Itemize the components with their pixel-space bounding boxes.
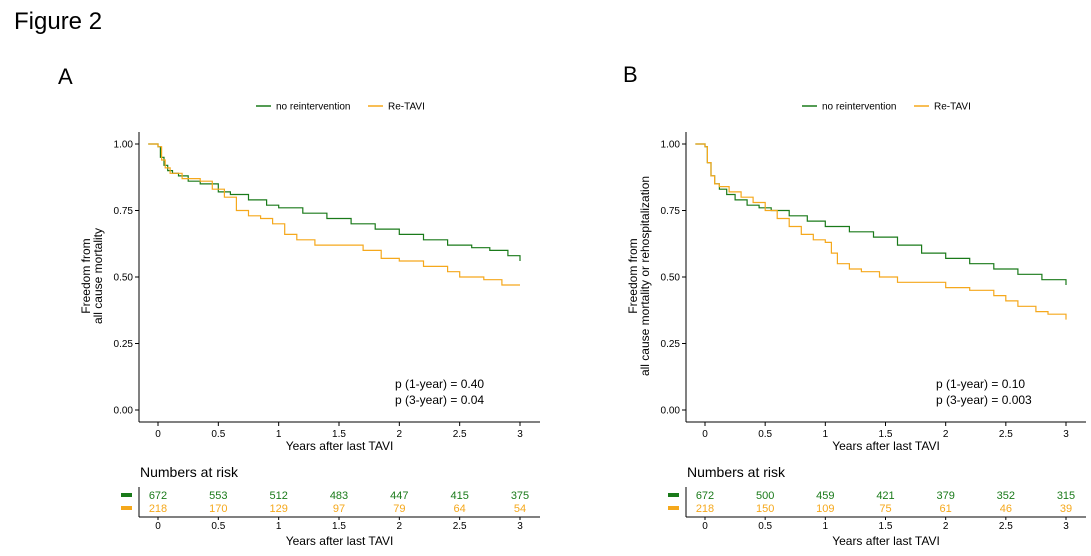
panel-b-y-tick-label: 0.00 xyxy=(661,406,681,417)
panel-a-risk-table-x-tick-label: 0 xyxy=(155,521,161,532)
panel-b-risk-count: 46 xyxy=(1000,503,1012,515)
panel-a-risk-count: 415 xyxy=(450,490,468,502)
panel-a-risk-table-x-tick-label: 2 xyxy=(397,521,403,532)
panel-a-km-curve-no-reintervention xyxy=(148,143,521,261)
panel-a-risk-table-x-tick-label: 2.5 xyxy=(453,521,467,532)
panel-label-a: A xyxy=(58,64,73,89)
panel-b-risk-count: 379 xyxy=(936,490,954,502)
panel-b-risk-count: 75 xyxy=(879,503,891,515)
panel-b-y-tick-label: 0.50 xyxy=(661,273,681,284)
panel-b-risk-count: 421 xyxy=(876,490,894,502)
panel-a-y-tick-label: 0.50 xyxy=(114,273,134,284)
panel-b-risk-count: 218 xyxy=(696,503,714,515)
panel-b-risk-count: 39 xyxy=(1060,503,1072,515)
panel-a-risk-count: 375 xyxy=(511,490,529,502)
panel-a-risk-count: 129 xyxy=(269,503,287,515)
panel-b-x-tick-label: 2 xyxy=(943,429,949,440)
panel-b-y-tick-label: 0.75 xyxy=(661,206,681,217)
panel-b-x-tick-label: 1 xyxy=(823,429,829,440)
panel-b-x-tick-label: 2.5 xyxy=(999,429,1013,440)
panel-b-risk-table-x-tick-label: 2.5 xyxy=(999,521,1013,532)
panel-b-risk-table-x-tick-label: 1.5 xyxy=(879,521,893,532)
panel-b-risk-table-x-tick-label: 3 xyxy=(1063,521,1069,532)
panel-a-risk-count: 447 xyxy=(390,490,408,502)
panel-b-p-value-1-year: p (1-year) = 0.10 xyxy=(936,377,1025,391)
panel-a-y-tick-label: 0.00 xyxy=(114,406,134,417)
panel-a-risk-table-x-tick-label: 0.5 xyxy=(211,521,225,532)
panel-b-p-value-3-year: p (3-year) = 0.003 xyxy=(936,393,1032,407)
panel-a-y-axis-title-line1: Freedom from xyxy=(79,238,93,313)
panel-a-risk-row-icon-no-reintervention xyxy=(121,493,132,497)
panel-a-x-tick-label: 1.5 xyxy=(332,429,346,440)
panel-a-y-tick-label: 1.00 xyxy=(114,140,134,151)
panel-b-risk-row-icon-re-tavi xyxy=(668,506,679,510)
panel-a-risk-row-icon-re-tavi xyxy=(121,506,132,510)
panel-b-risk-table-x-tick-label: 2 xyxy=(943,521,949,532)
panel-a-risk-table-x-tick-label: 3 xyxy=(517,521,523,532)
panel-a-risk-count: 54 xyxy=(514,503,526,515)
panel-b-y-tick-label: 1.00 xyxy=(661,140,681,151)
panel-a-legend-label-no-reintervention: no reintervention xyxy=(276,102,351,113)
panel-a-risk-table-title: Numbers at risk xyxy=(140,464,239,480)
panel-b-risk-table-x-tick-label: 0.5 xyxy=(758,521,772,532)
panel-b-x-tick-label: 1.5 xyxy=(879,429,893,440)
panel-a-risk-count: 218 xyxy=(149,503,167,515)
panel-a-x-tick-label: 2.5 xyxy=(453,429,467,440)
panel-a-risk-count: 97 xyxy=(333,503,345,515)
panel-b-risk-count: 352 xyxy=(997,490,1015,502)
panel-a-risk-table-x-tick-label: 1 xyxy=(276,521,282,532)
panel-a-km-curve-re-tavi xyxy=(148,143,520,286)
panel-a-risk-count: 672 xyxy=(149,490,167,502)
panel-a-x-tick-label: 0.5 xyxy=(211,429,225,440)
panel-b-risk-count: 150 xyxy=(756,503,774,515)
panel-b-risk-count: 672 xyxy=(696,490,714,502)
panel-a-x-tick-label: 0 xyxy=(155,429,161,440)
panel-b-risk-row-icon-no-reintervention xyxy=(668,493,679,497)
panel-b-risk-count: 109 xyxy=(816,503,834,515)
panel-a-y-tick-label: 0.25 xyxy=(114,339,134,350)
panel-b-y-tick-label: 0.25 xyxy=(661,339,681,350)
panel-b-risk-table-title: Numbers at risk xyxy=(687,464,786,480)
panel-b-risk-count: 61 xyxy=(940,503,952,515)
panel-b-risk-count: 459 xyxy=(816,490,834,502)
panel-a-risk-table-x-axis-title: Years after last TAVI xyxy=(286,534,394,548)
panel-a-y-tick-label: 0.75 xyxy=(114,206,134,217)
panel-a-legend-label-re-tavi: Re-TAVI xyxy=(388,102,425,113)
panel-b-risk-table-x-axis-title: Years after last TAVI xyxy=(832,534,940,548)
panel-b-risk-table-x-tick-label: 1 xyxy=(823,521,829,532)
panel-a-risk-table-x-tick-label: 1.5 xyxy=(332,521,346,532)
panel-a-p-value-3-year: p (3-year) = 0.04 xyxy=(395,393,484,407)
panel-a-risk-count: 170 xyxy=(209,503,227,515)
panel-b-legend-label-re-tavi: Re-TAVI xyxy=(934,102,971,113)
panel-a-risk-count: 483 xyxy=(330,490,348,502)
panel-a-risk-count: 553 xyxy=(209,490,227,502)
panel-a-risk-count: 64 xyxy=(454,503,466,515)
panel-a-y-axis-title-line2: all cause mortality xyxy=(91,228,105,324)
panel-a-risk-count: 79 xyxy=(393,503,405,515)
panel-b-km-curve-re-tavi xyxy=(695,143,1067,320)
panel-a-x-tick-label: 3 xyxy=(517,429,523,440)
panel-b-km-curve-no-reintervention xyxy=(695,143,1067,285)
panel-a-x-tick-label: 2 xyxy=(397,429,403,440)
panel-b-y-axis-title-line1: Freedom from xyxy=(626,238,640,313)
figure-title: Figure 2 xyxy=(14,8,103,35)
panel-b-x-tick-label: 0 xyxy=(702,429,708,440)
panel-a-x-tick-label: 1 xyxy=(276,429,282,440)
panel-b-risk-count: 315 xyxy=(1057,490,1075,502)
panel-a-risk-count: 512 xyxy=(269,490,287,502)
panel-b-y-axis-title-line2: all cause mortality or rehospitalization xyxy=(638,176,652,376)
panel-b-risk-table-x-tick-label: 0 xyxy=(702,521,708,532)
panel-b-x-axis-title: Years after last TAVI xyxy=(832,439,940,453)
panel-a-p-value-1-year: p (1-year) = 0.40 xyxy=(395,377,484,391)
panel-b-legend-label-no-reintervention: no reintervention xyxy=(822,102,897,113)
panel-b-x-tick-label: 0.5 xyxy=(758,429,772,440)
panel-label-b: B xyxy=(623,62,638,87)
panel-b-x-tick-label: 3 xyxy=(1063,429,1069,440)
panel-b-risk-count: 500 xyxy=(756,490,774,502)
panel-a-x-axis-title: Years after last TAVI xyxy=(286,439,394,453)
